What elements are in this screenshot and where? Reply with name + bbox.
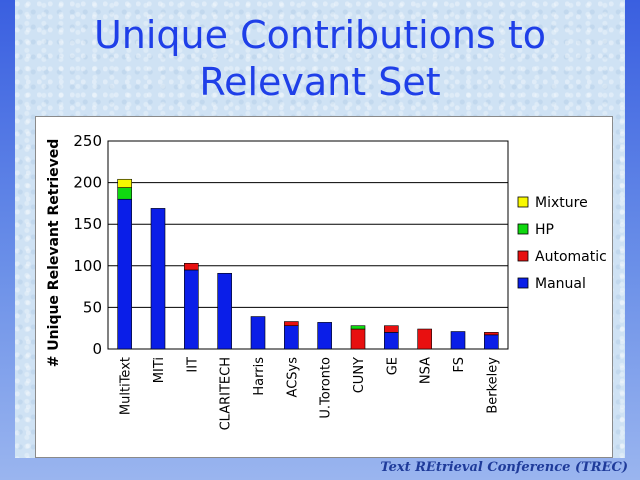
legend-label: HP [535, 222, 554, 238]
bar-segment-automatic [384, 325, 399, 333]
x-tick-label: FS [452, 357, 467, 373]
bar-chart: 0 50 100 150 200 250 # Unique Relevant Retriev… [46, 132, 607, 430]
legend-label: Automatic [535, 249, 607, 265]
plot-frame [107, 140, 509, 350]
bar-segment-automatic [284, 321, 299, 327]
bar-segment-manual [250, 316, 266, 350]
bar-segment-mixture [117, 178, 132, 188]
bar-segment-automatic [484, 332, 499, 336]
title-line-1: Unique Contributions to [93, 13, 547, 57]
legend-swatch-mixture [517, 196, 529, 208]
x-tick-label: MITi [152, 357, 167, 383]
bar-segment-hp [117, 187, 132, 200]
legend-swatch-automatic [517, 250, 529, 262]
x-tick-label: U.Toronto [319, 357, 334, 419]
bar-segment-manual [217, 272, 232, 350]
y-tick-label: 50 [83, 298, 102, 316]
y-tick-label: 200 [73, 174, 102, 192]
x-tick-label: CUNY [352, 357, 367, 393]
x-tick-label: MultiText [119, 357, 134, 415]
footer-text: Text REtrieval Conference (TREC) [380, 460, 628, 475]
slide-title: Unique Contributions to Relevant Set [0, 12, 640, 106]
bar-segment-manual [317, 322, 332, 350]
bar-segment-manual [117, 198, 132, 350]
x-tick-label: Berkeley [485, 357, 500, 414]
legend-label: Mixture [535, 195, 588, 211]
x-tick-label: ACSys [285, 357, 300, 398]
bar-segment-manual [450, 331, 466, 350]
y-tick-label: 0 [92, 340, 102, 358]
x-tick-label: NSA [419, 357, 434, 384]
title-line-2: Relevant Set [199, 60, 441, 104]
x-tick-label: IIT [185, 357, 200, 373]
bar-segment-automatic [417, 328, 432, 350]
bar-segment-automatic [350, 328, 366, 350]
y-tick-label: 150 [73, 215, 102, 233]
bar-segment-manual [384, 332, 399, 350]
bar-segment-manual [150, 208, 166, 350]
y-tick-label: 250 [73, 132, 102, 150]
bar-segment-manual [184, 269, 199, 350]
bar-segment-hp [350, 325, 366, 330]
x-tick-label: Harris [252, 357, 267, 396]
legend-swatch-manual [517, 277, 529, 289]
y-tick-label: 100 [73, 257, 102, 275]
bar-segment-automatic [184, 263, 199, 271]
bar-segment-manual [484, 334, 499, 350]
x-tick-label: GE [385, 357, 400, 375]
legend-swatch-hp [517, 223, 529, 235]
chart-area: 0 50 100 150 200 250 # Unique Relevant Retriev… [35, 116, 613, 458]
x-tick-label: CLARITECH [219, 357, 234, 430]
y-axis-label: # Unique Relevant Retrieved [46, 139, 62, 368]
legend-label: Manual [535, 276, 586, 292]
bar-segment-manual [284, 325, 299, 350]
